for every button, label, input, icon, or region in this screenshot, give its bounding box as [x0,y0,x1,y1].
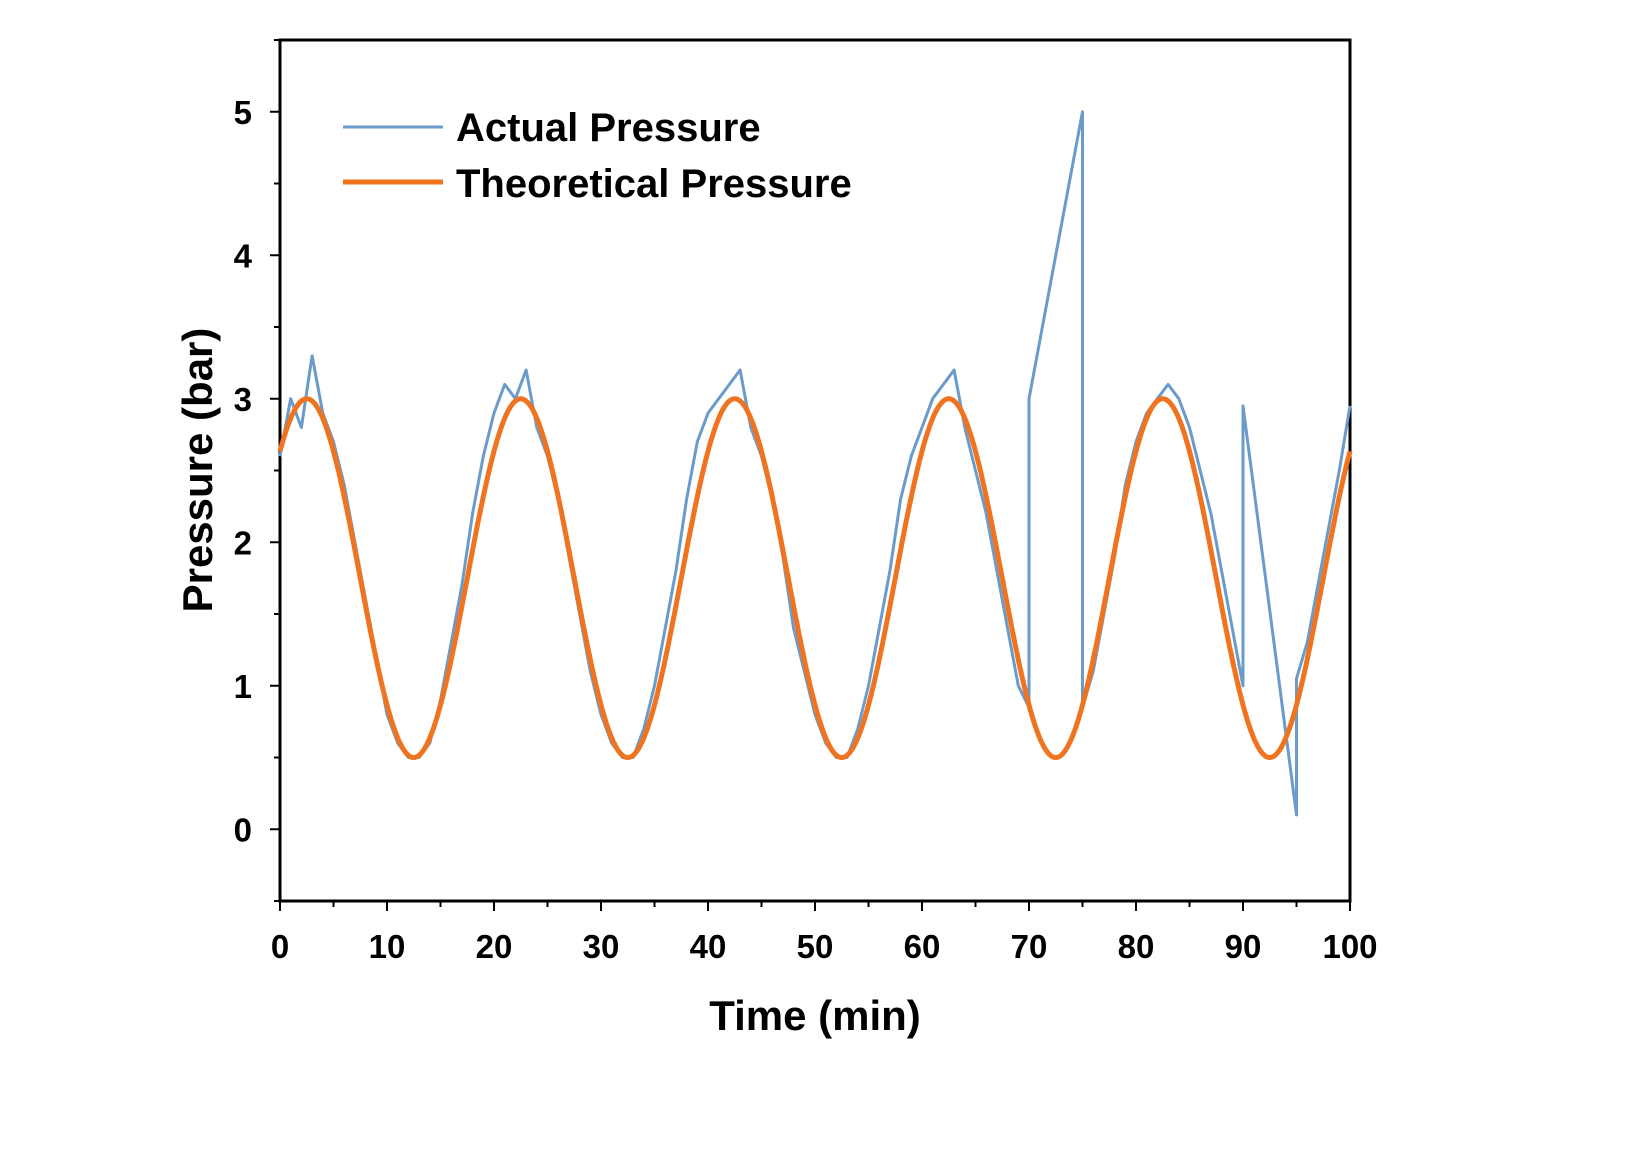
x-tick-label: 20 [476,928,513,965]
x-axis-title: Time (min) [709,992,921,1039]
x-tick-label: 40 [690,928,727,965]
x-tick-label: 80 [1118,928,1155,965]
y-axis-title: Pressure (bar) [174,328,221,613]
y-tick-label: 4 [234,237,253,274]
legend-label-actual: Actual Pressure [456,106,761,150]
y-tick-label: 2 [234,524,252,561]
x-tick-label: 30 [583,928,620,965]
x-axis-ticks: 0 10 20 30 40 50 60 70 80 90 100 [271,901,1378,965]
x-tick-label: 50 [797,928,834,965]
x-tick-label: 90 [1225,928,1262,965]
x-tick-label: 0 [271,928,289,965]
x-tick-label: 70 [1011,928,1048,965]
y-tick-label: 5 [234,94,252,131]
series-layer [277,110,1353,817]
y-tick-label: 3 [234,381,252,418]
x-tick-label: 100 [1322,928,1377,965]
y-tick-label: 1 [234,668,252,705]
legend-label-theoretical: Theoretical Pressure [456,162,852,206]
x-tick-label: 10 [369,928,406,965]
series-theoretical-pressure [277,396,1353,760]
y-axis-ticks: 0 1 2 3 4 5 [234,39,280,902]
x-tick-label: 60 [904,928,941,965]
legend: Actual Pressure Theoretical Pressure [343,106,852,206]
y-tick-label: 0 [234,811,252,848]
